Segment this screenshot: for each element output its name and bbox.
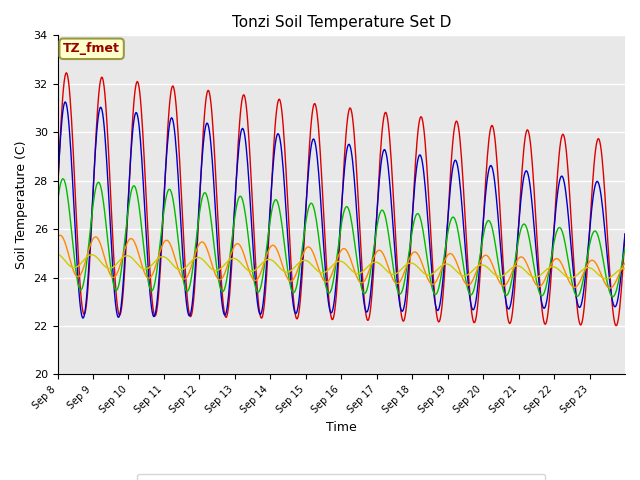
- Title: Tonzi Soil Temperature Set D: Tonzi Soil Temperature Set D: [232, 15, 451, 30]
- Text: TZ_fmet: TZ_fmet: [63, 42, 120, 55]
- Y-axis label: Soil Temperature (C): Soil Temperature (C): [15, 141, 28, 269]
- X-axis label: Time: Time: [326, 421, 356, 434]
- Legend: -2cm, -4cm, -8cm, -16cm, -32cm: -2cm, -4cm, -8cm, -16cm, -32cm: [137, 474, 545, 480]
